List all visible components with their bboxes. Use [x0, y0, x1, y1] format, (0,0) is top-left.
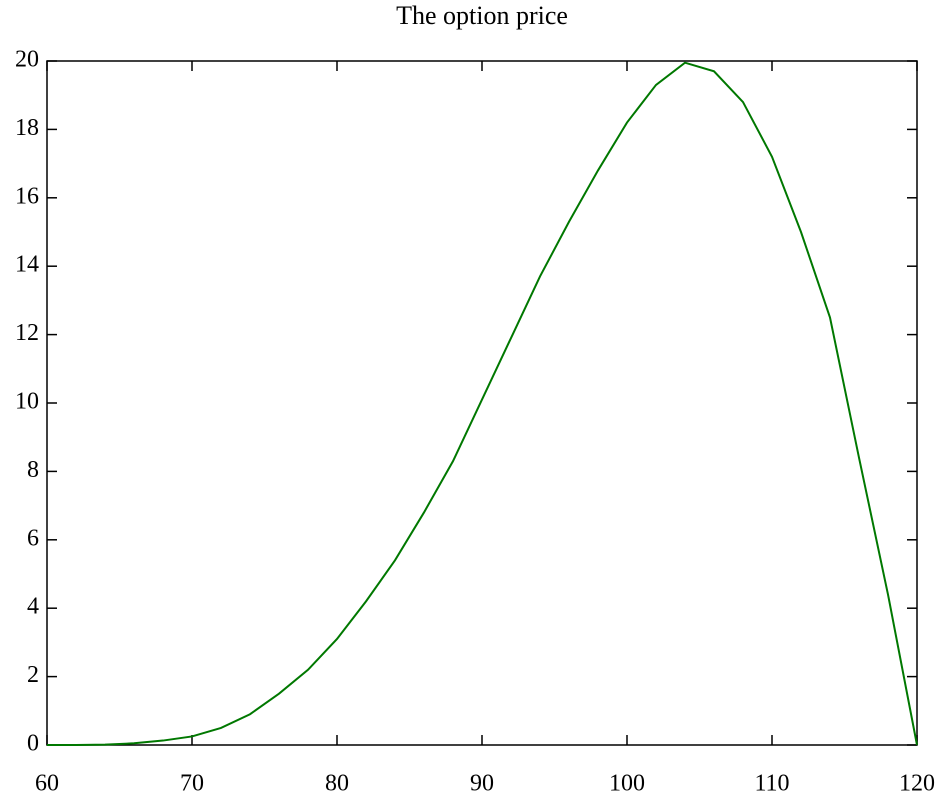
x-tick-label: 100	[609, 771, 645, 797]
y-tick-label: 12	[15, 320, 39, 346]
y-tick-label: 4	[27, 594, 39, 620]
y-tick-label: 8	[27, 457, 39, 483]
x-tick-label: 110	[754, 771, 789, 797]
y-tick-label: 20	[15, 47, 39, 73]
x-tick-label: 90	[470, 771, 494, 797]
x-tick-label: 70	[180, 771, 204, 797]
y-tick-label: 18	[15, 115, 39, 141]
y-tick-label: 6	[27, 525, 39, 551]
y-tick-label: 14	[15, 252, 39, 278]
y-tick-label: 16	[15, 183, 39, 209]
x-tick-label: 60	[35, 771, 59, 797]
y-tick-label: 10	[15, 389, 39, 415]
chart-title: The option price	[396, 1, 568, 30]
x-tick-label: 80	[325, 771, 349, 797]
x-tick-label: 120	[899, 771, 935, 797]
plot-frame	[46, 60, 918, 746]
y-tick-label: 2	[27, 662, 39, 688]
y-tick-label: 0	[27, 731, 39, 757]
line	[47, 61, 918, 746]
